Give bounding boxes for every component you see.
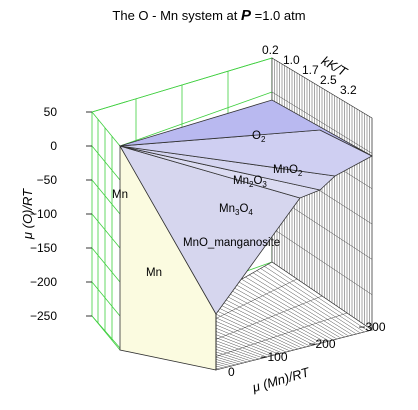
x-axis-ticks: 0 −100 −200 −300 [228, 320, 386, 379]
title-variable: P [241, 7, 252, 24]
x-tick-label: −200 [308, 337, 335, 351]
z-tick-label: −200 [30, 275, 57, 289]
label-O2: O2 [252, 130, 266, 144]
title-prefix: The O - Mn system at [112, 8, 241, 23]
z-tick-label: 50 [44, 105, 58, 119]
z-tick-label: −50 [37, 173, 58, 187]
label-Mn3O4: Mn3O4 [219, 203, 253, 217]
label-Mn-lower: Mn [146, 267, 162, 279]
y-axis-ticks: 0.2 1.01.72.53.2 [262, 43, 357, 97]
right-wall-hatch-line [271, 91, 373, 154]
label-Mn2O3: Mn2O3 [233, 175, 267, 189]
chart-title: The O - Mn system at P =1.0 atm [112, 7, 305, 24]
label-Mn-upper: Mn [112, 189, 128, 201]
z-tick-label: −100 [30, 207, 57, 221]
region-labels: O2 MnO2 Mn2O3 Mn3O4 MnO_manganosite Mn M… [112, 130, 303, 279]
y-tick-label: 3.2 [340, 83, 357, 97]
z-axis-ticks: 50 0 −50 −100 −150 −200 −250 [30, 105, 92, 323]
x-axis-label: μ (Mn)/RT [250, 364, 312, 395]
z-tick-label: −150 [30, 241, 57, 255]
right-wall-hatch-line [271, 227, 373, 295]
x-tick-label: −300 [358, 320, 385, 334]
label-MnO-manganosite: MnO_manganosite [183, 237, 280, 249]
phase-surfaces [119, 99, 373, 371]
region-O2 [119, 99, 373, 157]
back-left-wall [91, 111, 121, 351]
y-tick-label: 2.5 [320, 73, 337, 87]
y-tick-label: 1.0 [283, 53, 300, 67]
z-tick-label: 0 [50, 139, 57, 153]
x-tick-label: −100 [260, 350, 287, 364]
title-suffix: =1.0 atm [251, 8, 306, 23]
right-wall-hatch-line [271, 57, 373, 119]
x-tick-label: 0 [228, 365, 235, 379]
y-tick-label: 1.7 [302, 63, 319, 77]
floor-hatch-line [191, 312, 348, 365]
label-MnO2: MnO2 [273, 164, 303, 178]
y-tick-label: 0.2 [262, 43, 279, 57]
z-tick-label: −250 [30, 309, 57, 323]
z-axis-label: μ (O)/RT [20, 188, 35, 240]
floor-hatch-line [215, 329, 373, 371]
